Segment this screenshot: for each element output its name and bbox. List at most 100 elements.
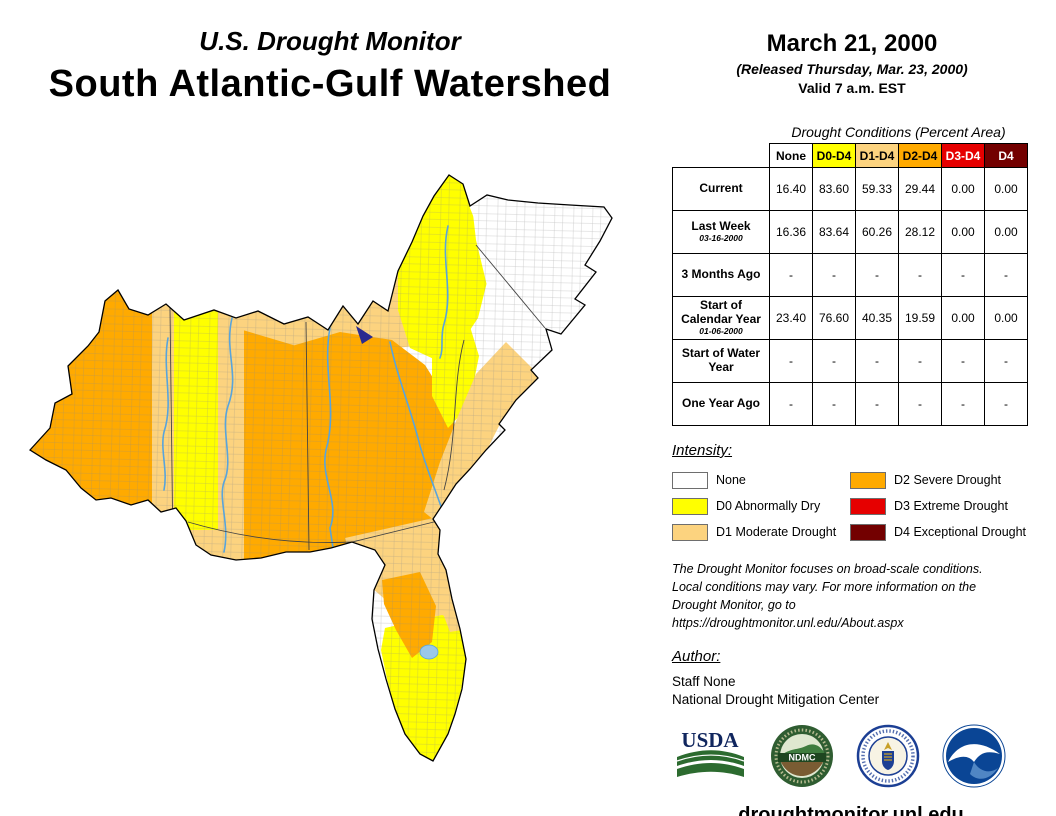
row-label: One Year Ago [672,382,770,426]
table-cell: - [941,382,985,426]
table-cell: 83.60 [812,167,856,211]
row-label-date: 01-06-2000 [699,325,743,336]
table-cell: - [984,382,1028,426]
map-rivers [162,225,449,553]
col-header-d3d4: D3-D4 [941,143,985,168]
table-cell: 16.40 [769,167,813,211]
row-label-text: Last Week [691,219,751,234]
ndmc-logo-text: NDMC [789,753,816,763]
disclaimer-line: Drought Monitor, go to https://droughtmo… [672,598,904,631]
table-cell: 29.44 [898,167,942,211]
col-header-d1d4: D1-D4 [855,143,899,168]
table-title: Drought Conditions (Percent Area) [791,124,1006,140]
sidebar: Drought Conditions (Percent Area) None D… [672,124,1030,816]
table-cell: 83.64 [812,210,856,254]
date-block: March 21, 2000 (Released Thursday, Mar. … [668,30,1036,96]
legend-label: D0 Abnormally Dry [716,499,821,513]
legend-label: D4 Exceptional Drought [894,525,1027,539]
table-row-3-months-ago: 3 Months Ago - - - - - - [672,253,1028,297]
row-label: Start of Calendar Year 01-06-2000 [672,296,770,340]
legend-item-d0: D0 Abnormally Dry [672,493,850,519]
author-organization: National Drought Mitigation Center [672,692,880,708]
table-cell: - [855,253,899,297]
legend-item-d3: D3 Extreme Drought [850,493,1030,519]
usda-logo-text: USDA [681,728,739,752]
table-cell: 0.00 [941,167,985,211]
legend-item-d2: D2 Severe Drought [850,467,1030,493]
table-cell: - [941,339,985,383]
table-cell: 59.33 [855,167,899,211]
released-date: (Released Thursday, Mar. 23, 2000) [736,61,968,77]
ndmc-logo: NDMC [771,725,833,788]
table-cell: 23.40 [769,296,813,340]
table-cell: - [898,253,942,297]
row-label-text: One Year Ago [681,396,761,411]
row-label: Start of Water Year [672,339,770,383]
drought-map [29,174,613,762]
table-cell: - [769,253,813,297]
table-cell: - [855,339,899,383]
table-header-row: None D0-D4 D1-D4 D2-D4 D3-D4 D4 [672,143,1028,168]
agency-logos: USDA NDMC [672,724,1030,788]
legend-label: None [716,473,746,487]
table-cell: 40.35 [855,296,899,340]
disclaimer-line: Local conditions may vary. For more info… [672,580,977,595]
row-label-text: Start of Water Year [681,346,761,374]
table-cell: 28.12 [898,210,942,254]
author-title: Author: [672,647,721,665]
col-header-none: None [769,143,813,168]
footer-url: droughtmonitor.unl.edu [738,804,964,816]
table-cell: - [769,339,813,383]
report-date: March 21, 2000 [766,30,938,57]
legend-title: Intensity: [672,442,733,459]
table-cell: 60.26 [855,210,899,254]
legend-swatch-d0 [672,497,708,515]
table-cell: 0.00 [984,167,1028,211]
usda-logo: USDA [676,728,745,778]
legend-item-d4: D4 Exceptional Drought [850,519,1030,545]
disclaimer-text: The Drought Monitor focuses on broad-sca… [672,560,1030,633]
map-county-lines [30,175,612,761]
table-row-one-year-ago: One Year Ago - - - - - - [672,382,1028,426]
table-cell: 0.00 [984,210,1028,254]
table-cell: - [812,253,856,297]
table-row-start-water-year: Start of Water Year - - - - - - [672,339,1028,383]
table-row-current: Current 16.40 83.60 59.33 29.44 0.00 0.0… [672,167,1028,211]
table-cell: - [812,339,856,383]
noaa-logo [942,724,1006,788]
monitor-title: U.S. Drought Monitor [199,26,461,56]
row-label-text: Current [699,181,743,196]
table-corner-cell [672,143,770,168]
legend-item-d1: D1 Moderate Drought [672,519,850,545]
valid-time: Valid 7 a.m. EST [798,80,906,96]
legend-swatch-d1 [672,523,708,541]
intensity-legend: Intensity: None D0 Abnormally Dry D1 Mod… [672,442,1030,545]
table-cell: - [984,339,1028,383]
map-drought-regions [30,175,612,761]
table-cell: 0.00 [984,296,1028,340]
table-cell: 0.00 [941,296,985,340]
legend-swatch-none [672,471,708,489]
col-header-d0d4: D0-D4 [812,143,856,168]
table-cell: - [898,382,942,426]
table-cell: - [898,339,942,383]
report-header: U.S. Drought Monitor South Atlantic-Gulf… [0,26,660,106]
legend-swatch-d4 [850,523,886,541]
table-cell: - [769,382,813,426]
table-cell: - [941,253,985,297]
legend-label: D3 Extreme Drought [894,499,1008,513]
table-cell: - [984,253,1028,297]
map-lake-marker [356,326,373,344]
table-cell: 19.59 [898,296,942,340]
legend-swatch-d3 [850,497,886,515]
author-block: Author: Staff None National Drought Miti… [672,648,1030,711]
author-name: Staff None [672,673,736,689]
table-cell: 76.60 [812,296,856,340]
row-label-text: 3 Months Ago [681,267,761,282]
col-header-d4: D4 [984,143,1028,168]
row-label-date: 03-16-2000 [699,233,743,244]
table-cell: 0.00 [941,210,985,254]
legend-item-none: None [672,467,850,493]
row-label: Last Week 03-16-2000 [672,210,770,254]
